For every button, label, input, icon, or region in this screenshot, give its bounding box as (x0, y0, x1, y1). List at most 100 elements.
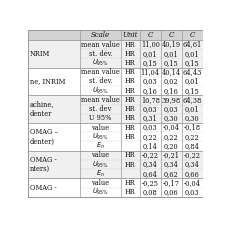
Text: $E_n$: $E_n$ (96, 169, 105, 179)
Text: $U_{95\%}$: $U_{95\%}$ (92, 86, 109, 96)
Text: value: value (91, 151, 110, 159)
Text: -0,22: -0,22 (184, 151, 200, 159)
Text: 0,03: 0,03 (164, 105, 178, 113)
Text: 0,08: 0,08 (143, 188, 158, 196)
Text: 10,78: 10,78 (141, 96, 160, 104)
Text: 0,03: 0,03 (143, 77, 158, 86)
Text: 0,01: 0,01 (143, 50, 158, 58)
Text: 0,01: 0,01 (185, 77, 199, 86)
Text: OMAG -
nters): OMAG - nters) (30, 156, 57, 173)
Text: mean value: mean value (81, 40, 120, 49)
Text: achine,
denter: achine, denter (30, 101, 54, 118)
Text: -0,18: -0,18 (184, 124, 200, 132)
Text: mean value: mean value (81, 96, 120, 104)
Text: 0,15: 0,15 (143, 59, 158, 67)
Text: 0,15: 0,15 (164, 59, 178, 67)
Text: C: C (148, 31, 153, 39)
Text: 0,01: 0,01 (185, 105, 199, 113)
Text: 0,62: 0,62 (164, 170, 178, 178)
Text: 0,16: 0,16 (164, 87, 178, 95)
Text: 0,03: 0,03 (185, 188, 199, 196)
Text: HR: HR (125, 68, 135, 76)
Text: 0,20: 0,20 (164, 142, 178, 150)
Text: 64,61: 64,61 (182, 40, 202, 49)
Text: HR: HR (125, 179, 135, 187)
Text: 0,22: 0,22 (164, 133, 178, 141)
Text: $U_{95\%}$: $U_{95\%}$ (92, 159, 109, 170)
Text: 0,01: 0,01 (164, 50, 178, 58)
Text: 0,34: 0,34 (184, 160, 200, 169)
Text: HR: HR (125, 114, 135, 122)
Text: 39,98: 39,98 (162, 96, 181, 104)
Text: HR: HR (125, 40, 135, 49)
Bar (28, 123, 202, 151)
Text: 0,30: 0,30 (185, 114, 199, 122)
Text: st. dev.: st. dev. (89, 50, 112, 58)
Text: -0,22: -0,22 (142, 151, 159, 159)
Text: HR: HR (125, 77, 135, 86)
Text: 0,84: 0,84 (184, 142, 200, 150)
Text: 11,00: 11,00 (141, 40, 160, 49)
Text: -0,04: -0,04 (184, 179, 200, 187)
Bar (28, 178, 202, 197)
Text: HR: HR (125, 151, 135, 159)
Text: OMAG -: OMAG - (30, 184, 57, 191)
Text: $E_n$: $E_n$ (96, 141, 105, 151)
Text: HR: HR (125, 124, 135, 132)
Text: 0,22: 0,22 (185, 133, 199, 141)
Text: 40,19: 40,19 (162, 40, 181, 49)
Text: 40,14: 40,14 (162, 68, 181, 76)
Text: 11,04: 11,04 (141, 68, 160, 76)
Text: HR: HR (125, 50, 135, 58)
Text: C: C (189, 31, 195, 39)
Text: U 95%: U 95% (89, 114, 112, 122)
Text: 0,03: 0,03 (143, 124, 158, 132)
Bar (28, 40, 202, 68)
Text: $U_{95\%}$: $U_{95\%}$ (92, 132, 109, 142)
Text: HR: HR (125, 160, 135, 169)
Bar (28, 68, 202, 95)
Bar (28, 30, 202, 40)
Text: st. dev: st. dev (89, 105, 112, 113)
Text: 0,22: 0,22 (143, 133, 158, 141)
Text: 0,30: 0,30 (164, 114, 178, 122)
Text: Unit: Unit (122, 31, 138, 39)
Text: HR: HR (125, 105, 135, 113)
Text: 0,31: 0,31 (143, 114, 158, 122)
Text: HR: HR (125, 188, 135, 196)
Text: 0,03: 0,03 (143, 105, 158, 113)
Text: 0,64: 0,64 (143, 170, 158, 178)
Text: 0,34: 0,34 (164, 160, 179, 169)
Text: -0,25: -0,25 (142, 179, 159, 187)
Text: 64,38: 64,38 (182, 96, 202, 104)
Text: -0,21: -0,21 (163, 151, 180, 159)
Text: NRIM: NRIM (30, 50, 50, 58)
Text: 0,01: 0,01 (185, 50, 199, 58)
Text: HR: HR (125, 59, 135, 67)
Text: 0,16: 0,16 (143, 87, 158, 95)
Text: 0,34: 0,34 (143, 160, 158, 169)
Text: OMAG –
denter): OMAG – denter) (30, 128, 58, 145)
Text: value: value (91, 179, 110, 187)
Text: C: C (169, 31, 174, 39)
Bar (28, 95, 202, 123)
Text: 0,06: 0,06 (164, 188, 178, 196)
Text: 0,66: 0,66 (185, 170, 199, 178)
Text: $U_{95\%}$: $U_{95\%}$ (92, 187, 109, 197)
Text: mean value: mean value (81, 68, 120, 76)
Text: 0,02: 0,02 (164, 77, 178, 86)
Text: 0,15: 0,15 (185, 59, 199, 67)
Text: Scale: Scale (91, 31, 110, 39)
Text: value: value (91, 124, 110, 132)
Bar (28, 151, 202, 178)
Text: 64,43: 64,43 (182, 68, 202, 76)
Text: 0,15: 0,15 (185, 87, 199, 95)
Text: HR: HR (125, 96, 135, 104)
Text: ne, INRIM: ne, INRIM (30, 77, 65, 86)
Text: st. dev.: st. dev. (89, 77, 112, 86)
Text: 0,14: 0,14 (143, 142, 158, 150)
Text: $U_{95\%}$: $U_{95\%}$ (92, 58, 109, 68)
Text: HR: HR (125, 133, 135, 141)
Text: -0,17: -0,17 (163, 179, 180, 187)
Text: HR: HR (125, 87, 135, 95)
